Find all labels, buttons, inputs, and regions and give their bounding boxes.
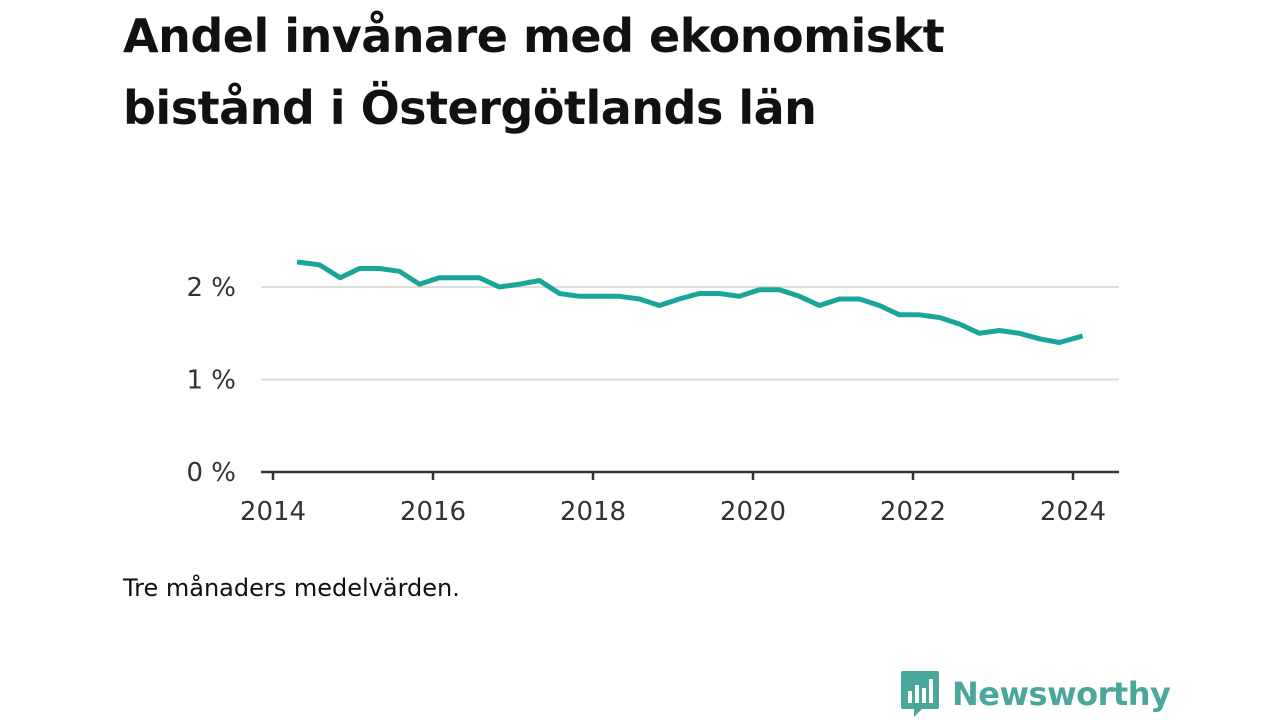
data-point <box>997 328 1002 333</box>
data-point <box>417 282 422 287</box>
data-point <box>757 287 762 292</box>
x-tick-label: 2022 <box>880 497 946 527</box>
data-point <box>597 294 602 299</box>
data-point <box>977 331 982 336</box>
data-point <box>737 294 742 299</box>
data-point <box>957 322 962 327</box>
data-point <box>1057 340 1062 345</box>
data-point <box>877 303 882 308</box>
data-point <box>557 291 562 296</box>
data-point <box>577 294 582 299</box>
data-point <box>1037 336 1042 341</box>
data-point <box>1080 334 1085 339</box>
data-point <box>817 303 822 308</box>
x-tick-label: 2018 <box>560 497 626 527</box>
data-point <box>697 291 702 296</box>
data-point <box>295 260 300 265</box>
data-point <box>657 303 662 308</box>
data-point <box>677 297 682 302</box>
footnote: Tre månaders medelvärden. <box>123 574 460 602</box>
y-tick-label: 0 % <box>186 458 236 488</box>
y-tick-label: 1 % <box>186 366 236 396</box>
gridlines <box>261 286 1119 381</box>
data-point <box>777 287 782 292</box>
x-axis <box>261 470 1119 480</box>
data-point <box>437 275 442 280</box>
series-line <box>296 259 1084 345</box>
x-tick-label: 2016 <box>400 497 466 527</box>
x-tick-label: 2020 <box>720 497 786 527</box>
data-point <box>317 262 322 267</box>
data-point <box>937 315 942 320</box>
x-tick-label: 2024 <box>1040 497 1106 527</box>
data-point <box>477 275 482 280</box>
data-point <box>517 282 522 287</box>
data-point <box>497 285 502 290</box>
x-axis-tick-labels: 2014 2016 2018 2020 2022 2024 <box>240 497 1106 527</box>
data-point <box>857 297 862 302</box>
chart-title: Andel invånare med ekonomiskt bistånd i … <box>123 9 945 135</box>
data-point <box>377 266 382 271</box>
data-point <box>537 278 542 283</box>
data-point <box>397 269 402 274</box>
x-tick-label: 2014 <box>240 497 306 527</box>
bar-chart-speech-bubble-icon <box>901 671 939 717</box>
brand-name: Newsworthy <box>952 675 1171 713</box>
series-layer <box>295 259 1085 345</box>
data-point <box>917 312 922 317</box>
data-point <box>897 312 902 317</box>
y-axis-tick-labels: 0 % 1 % 2 % <box>186 273 236 488</box>
data-point <box>717 291 722 296</box>
data-point <box>617 294 622 299</box>
data-point <box>1017 331 1022 336</box>
data-point <box>357 266 362 271</box>
data-point <box>837 297 842 302</box>
data-point <box>457 275 462 280</box>
data-point <box>637 297 642 302</box>
y-tick-label: 2 % <box>186 273 236 303</box>
data-point <box>338 275 343 280</box>
brand-logo[interactable]: Newsworthy <box>900 668 1171 720</box>
data-point <box>797 294 802 299</box>
